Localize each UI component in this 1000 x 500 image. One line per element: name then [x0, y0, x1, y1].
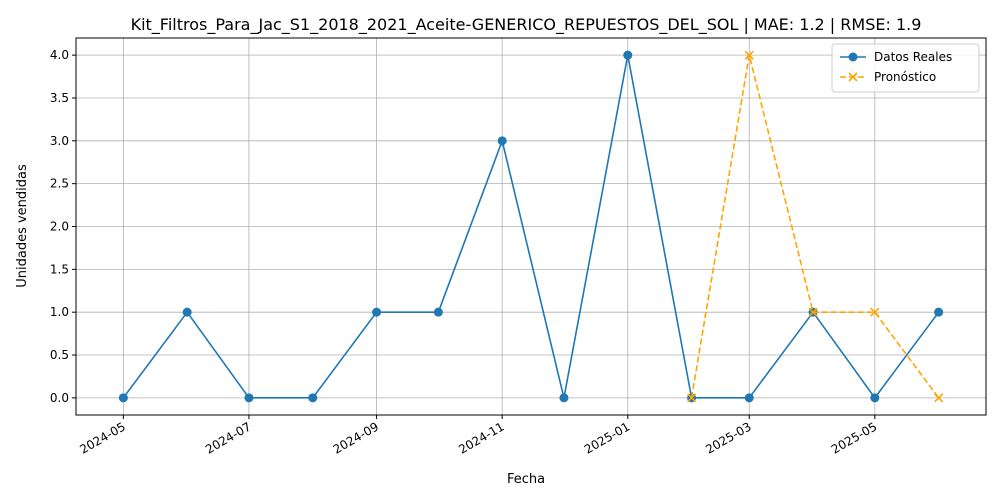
data-point — [372, 307, 382, 317]
data-point — [934, 393, 944, 403]
x-tick-label: 2024-07 — [203, 419, 253, 456]
data-point — [623, 50, 633, 60]
chart-title: Kit_Filtros_Para_Jac_S1_2018_2021_Aceite… — [131, 15, 922, 35]
data-point — [559, 393, 569, 403]
x-tick-label: 2024-05 — [77, 419, 127, 456]
data-point — [308, 393, 318, 403]
data-point — [934, 307, 944, 317]
data-point — [687, 393, 697, 403]
y-tick-label: 3.0 — [50, 134, 69, 148]
y-tick-label: 2.0 — [50, 220, 69, 234]
data-point — [433, 307, 443, 317]
data-point — [870, 393, 880, 403]
legend-box — [831, 43, 980, 93]
y-tick-label: 4.0 — [50, 48, 69, 62]
x-marker-stroke — [934, 393, 944, 403]
x-marker-stroke — [687, 393, 697, 403]
x-marker-stroke — [808, 307, 818, 317]
data-point — [497, 136, 507, 146]
y-axis-label: Unidades vendidas — [15, 164, 30, 288]
y-axis-ticks: 0.0 0.5 1.0 1.5 2.0 2.5 3.0 3.5 4.0 — [50, 48, 76, 405]
series-layer — [118, 50, 944, 403]
y-tick-label: 0.5 — [50, 348, 69, 362]
data-point — [808, 307, 818, 317]
x-tick-label: 2024-09 — [331, 419, 381, 456]
legend-marker — [848, 52, 858, 62]
x-marker-stroke — [870, 307, 880, 317]
x-tick-label: 2024-11 — [456, 419, 506, 456]
data-point — [118, 393, 128, 403]
data-point — [244, 393, 254, 403]
x-marker-stroke — [744, 50, 754, 60]
y-tick-label: 0.0 — [50, 391, 69, 405]
y-tick-label: 1.0 — [50, 305, 69, 319]
data-point — [182, 307, 192, 317]
legend: Datos Reales Pronóstico — [831, 43, 980, 93]
x-axis-label: Fecha — [507, 472, 545, 487]
x-tick-label: 2025-05 — [829, 419, 879, 456]
x-tick-label: 2025-03 — [703, 419, 753, 456]
grid — [76, 38, 986, 415]
legend-label: Pronóstico — [874, 70, 936, 84]
data-point — [744, 50, 754, 60]
y-tick-label: 1.5 — [50, 262, 69, 276]
legend-label: Datos Reales — [874, 50, 952, 64]
x-tick-label: 2025-01 — [582, 419, 632, 456]
x-axis-ticks: 2024-05 2024-07 2024-09 2024-11 2025-01 2025-… — [77, 415, 879, 457]
y-tick-label: 2.5 — [50, 177, 69, 191]
series-line-1 — [122, 54, 940, 400]
data-point — [744, 393, 754, 403]
data-point — [870, 307, 880, 317]
legend-marker — [848, 72, 858, 82]
y-tick-label: 3.5 — [50, 91, 69, 105]
